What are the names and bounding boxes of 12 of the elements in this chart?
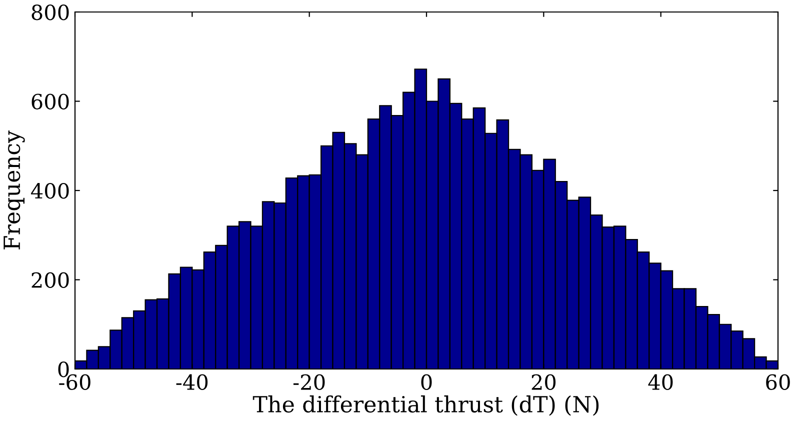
x-tick-label: 0 bbox=[421, 374, 432, 390]
x-tick-label: -20 bbox=[293, 374, 325, 390]
x-tick-label: 60 bbox=[766, 374, 790, 390]
y-tick-label: 800 bbox=[32, 4, 69, 20]
y-tick-label: 200 bbox=[32, 272, 69, 288]
y-axis-title: Frequency bbox=[4, 130, 25, 250]
x-tick-label: 40 bbox=[648, 374, 673, 390]
x-axis-title: The differential thrust (dT) (N) bbox=[252, 395, 599, 416]
x-tick-label: 20 bbox=[532, 374, 556, 390]
y-tick-label: 400 bbox=[31, 182, 69, 199]
x-tick-label: -40 bbox=[176, 374, 208, 390]
y-tick-label: 600 bbox=[32, 94, 69, 110]
